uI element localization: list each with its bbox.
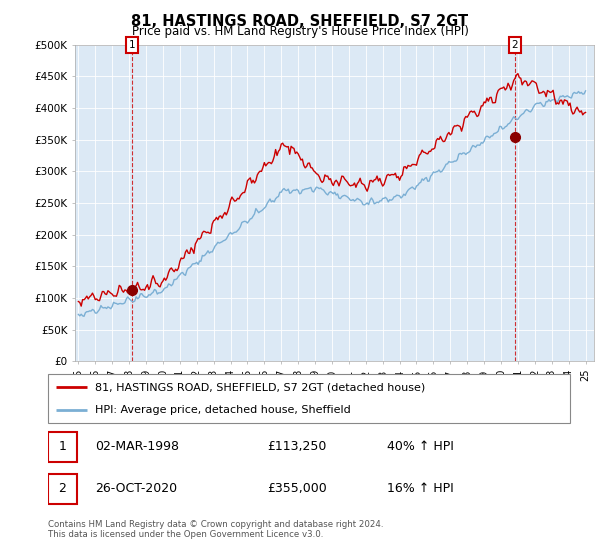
Text: 81, HASTINGS ROAD, SHEFFIELD, S7 2GT: 81, HASTINGS ROAD, SHEFFIELD, S7 2GT (131, 14, 469, 29)
FancyBboxPatch shape (48, 474, 77, 504)
Text: 02-MAR-1998: 02-MAR-1998 (95, 440, 179, 454)
Text: 1: 1 (58, 440, 66, 454)
Text: 81, HASTINGS ROAD, SHEFFIELD, S7 2GT (detached house): 81, HASTINGS ROAD, SHEFFIELD, S7 2GT (de… (95, 382, 425, 393)
Text: 2: 2 (58, 482, 66, 496)
FancyBboxPatch shape (48, 432, 77, 462)
Text: 2: 2 (512, 40, 518, 50)
Text: £355,000: £355,000 (267, 482, 327, 496)
FancyBboxPatch shape (48, 374, 570, 423)
Text: Contains HM Land Registry data © Crown copyright and database right 2024.
This d: Contains HM Land Registry data © Crown c… (48, 520, 383, 539)
Text: 40% ↑ HPI: 40% ↑ HPI (388, 440, 454, 454)
Text: 1: 1 (128, 40, 135, 50)
Text: 16% ↑ HPI: 16% ↑ HPI (388, 482, 454, 496)
Text: 26-OCT-2020: 26-OCT-2020 (95, 482, 177, 496)
Text: HPI: Average price, detached house, Sheffield: HPI: Average price, detached house, Shef… (95, 405, 351, 416)
Text: Price paid vs. HM Land Registry's House Price Index (HPI): Price paid vs. HM Land Registry's House … (131, 25, 469, 38)
Text: £113,250: £113,250 (267, 440, 326, 454)
